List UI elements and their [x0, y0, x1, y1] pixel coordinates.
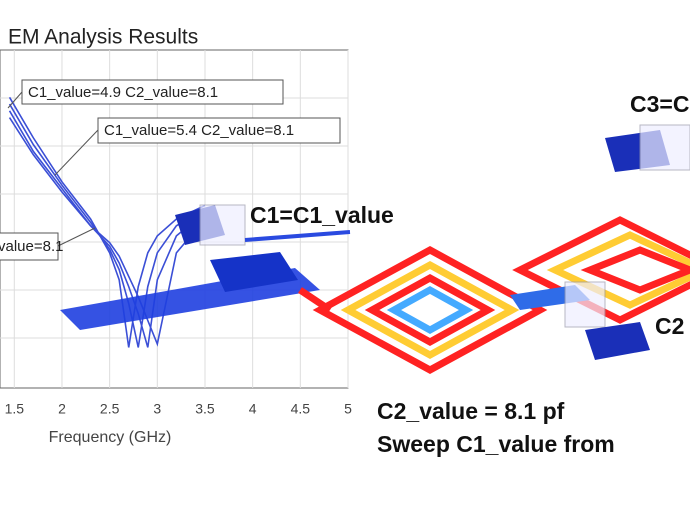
- line-series: [8, 103, 206, 348]
- annotation: C1_value=5.4 C2_value=8.1: [104, 122, 294, 139]
- x-tick-label: 3: [153, 401, 161, 417]
- annotation-box: [21, 79, 284, 105]
- annotation: C1_value=4.9 C2_value=8.1: [28, 84, 218, 101]
- x-tick-label: 2.5: [100, 401, 120, 417]
- line-series: [8, 110, 206, 348]
- x-tick-label: 5: [344, 401, 352, 417]
- label: C2: [655, 313, 684, 339]
- annotation: value=8.1: [0, 238, 63, 255]
- label: C2_value = 8.1 pf: [377, 398, 565, 424]
- line-series: [8, 117, 206, 347]
- x-axis-label: Frequency (GHz): [49, 429, 172, 446]
- x-tick-label: 4: [249, 401, 257, 417]
- label: C3=C: [630, 91, 689, 117]
- annotation-box: [0, 232, 59, 261]
- x-tick-label: 3.5: [195, 401, 215, 417]
- x-tick-label: 1.5: [5, 401, 25, 417]
- x-tick-label: 2: [58, 401, 66, 417]
- label: C1=C1_value: [250, 202, 394, 228]
- plot-frame: [0, 49, 349, 389]
- annotation-leaders: [7, 91, 99, 247]
- chart-title: EM Analysis Results: [8, 26, 198, 49]
- label: Sweep C1_value from: [377, 431, 615, 457]
- annotation-box: [97, 117, 341, 144]
- x-tick-label: 4.5: [291, 401, 311, 417]
- layout-illustration: [60, 124, 690, 374]
